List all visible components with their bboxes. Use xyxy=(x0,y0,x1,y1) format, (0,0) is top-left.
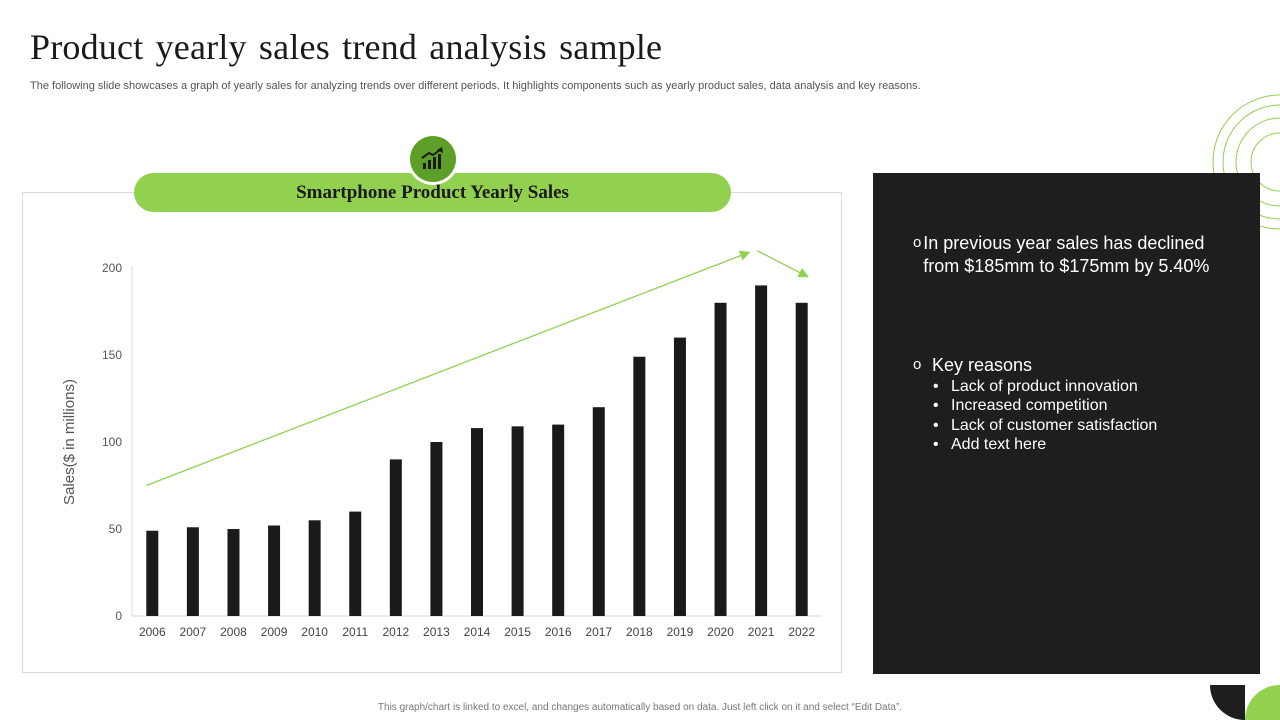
x-tick-label: 2022 xyxy=(788,625,815,639)
bar-chart[interactable]: 0 50 100 150 200 Sales($ in millions) 2006 2007… xyxy=(22,192,842,673)
list-item: • Add text here xyxy=(933,435,1157,454)
growth-chart-icon xyxy=(421,147,443,169)
y-tick-label: 100 xyxy=(102,435,122,449)
insight-point: o In previous year sales has declined fr… xyxy=(913,232,1233,277)
reasons-heading: o Key reasons xyxy=(913,354,1032,377)
reason-text: Lack of customer satisfaction xyxy=(951,416,1158,434)
bar xyxy=(308,520,321,616)
bar xyxy=(146,530,159,616)
x-tick-label: 2018 xyxy=(626,625,653,639)
circle-bullet-icon: o xyxy=(913,234,922,251)
x-tick-label: 2013 xyxy=(423,625,450,639)
y-axis-title: Sales($ in millions) xyxy=(61,379,78,505)
key-insights-panel: o In previous year sales has declined fr… xyxy=(873,173,1260,674)
footnote: This graph/chart is linked to excel, and… xyxy=(377,702,903,713)
bar xyxy=(592,407,605,616)
reasons-list: • Lack of product innovation • Increased c… xyxy=(933,377,1157,455)
bar xyxy=(186,527,199,616)
x-tick-label: 2012 xyxy=(382,625,409,639)
y-tick-label: 0 xyxy=(115,609,122,623)
decline-arrow xyxy=(756,250,809,278)
decorative-rings xyxy=(1212,94,1280,230)
bar xyxy=(227,529,240,616)
chart-badge xyxy=(407,133,459,185)
bullet-icon: • xyxy=(933,378,939,395)
bar xyxy=(714,302,727,616)
trend-arrow xyxy=(146,250,751,487)
x-tick-label: 2016 xyxy=(545,625,572,639)
bar xyxy=(471,428,483,616)
bar xyxy=(349,511,362,616)
reason-text: Increased competition xyxy=(951,397,1108,415)
reason-text: Lack of product innovation xyxy=(951,378,1138,395)
x-tick-label: 2014 xyxy=(464,625,491,639)
x-tick-label: 2009 xyxy=(261,625,288,639)
list-item: • Increased competition xyxy=(933,396,1157,415)
bar xyxy=(268,525,281,616)
x-tick-label: 2020 xyxy=(707,625,734,639)
reasons-heading-text: Key reasons xyxy=(932,355,1033,375)
x-tick-label: 2006 xyxy=(139,625,166,639)
reason-text: Add text here xyxy=(951,436,1047,454)
y-tick-label: 50 xyxy=(109,522,123,536)
bar xyxy=(795,302,808,616)
x-tick-label: 2008 xyxy=(220,625,247,639)
bar xyxy=(511,426,524,616)
y-tick-label: 150 xyxy=(102,348,122,362)
x-tick-label: 2010 xyxy=(301,625,328,639)
list-item: • Lack of customer satisfaction xyxy=(933,416,1157,435)
y-tick-label: 200 xyxy=(102,261,122,275)
bar xyxy=(389,459,402,616)
chart-title: Smartphone Product Yearly Sales xyxy=(296,181,569,203)
x-tick-label: 2017 xyxy=(585,625,612,639)
corner-decoration xyxy=(1210,685,1280,720)
bullet-icon: • xyxy=(933,397,939,415)
bar xyxy=(673,337,686,616)
bullet-icon: • xyxy=(933,416,939,434)
x-tick-label: 2019 xyxy=(667,625,694,639)
insight-text: In previous year sales has declined from… xyxy=(923,233,1210,276)
page-subtitle: The following slide showcases a graph of… xyxy=(30,80,921,92)
x-tick-label: 2015 xyxy=(504,625,531,639)
x-tick-label: 2021 xyxy=(748,625,775,639)
bar xyxy=(552,424,565,616)
page-title: Product yearly sales trend analysis samp… xyxy=(30,27,663,67)
bullet-icon: • xyxy=(933,436,939,454)
bar xyxy=(430,442,443,616)
list-item: • Lack of product innovation xyxy=(933,377,1157,396)
x-tick-label: 2011 xyxy=(342,625,368,639)
x-tick-label: 2007 xyxy=(180,625,207,639)
bar xyxy=(755,285,768,616)
circle-bullet-icon: o xyxy=(913,356,922,373)
bar xyxy=(633,356,646,616)
